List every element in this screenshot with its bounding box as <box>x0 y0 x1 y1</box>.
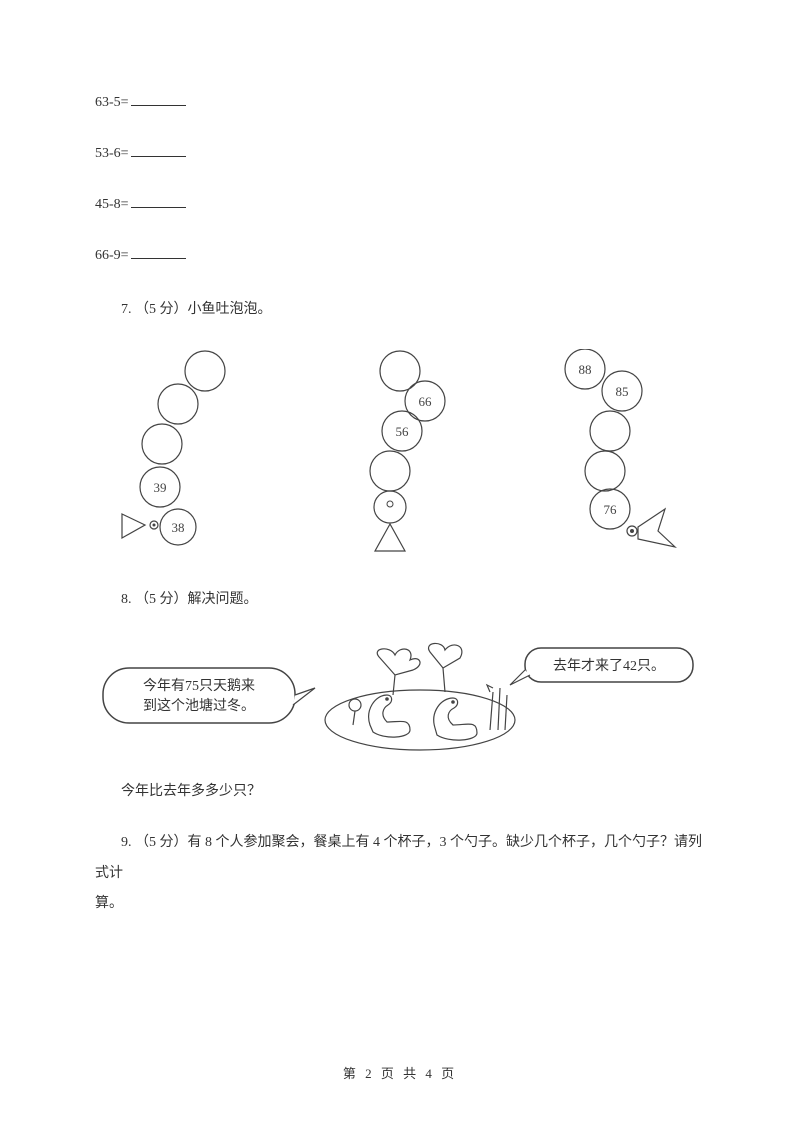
bubble-value: 66 <box>419 394 433 409</box>
bubble-value: 88 <box>579 362 592 377</box>
svg-text:去年才来了42只。: 去年才来了42只。 <box>553 658 665 674</box>
bubble-value: 56 <box>396 424 410 439</box>
page-footer: 第 2 页 共 4 页 <box>0 1063 800 1082</box>
bubble-value: 39 <box>154 480 167 495</box>
equation-line: 53-6= <box>95 146 705 162</box>
fish-bubble-row: 39 38 66 56 88 85 <box>95 349 705 559</box>
svg-text:今年有75只天鹅来: 今年有75只天鹅来 <box>143 677 255 694</box>
answer-blank[interactable] <box>131 156 186 157</box>
fish-diagram: 66 56 <box>310 349 510 559</box>
answer-blank[interactable] <box>131 207 186 208</box>
bubble-value: 38 <box>172 520 185 535</box>
equation-line: 45-8= <box>95 197 705 213</box>
question-8-prompt: 今年比去年多多少只？ <box>95 780 705 800</box>
question-9-text: 9. （5 分）有 8 个人参加聚会，餐桌上有 4 个杯子，3 个勺子。缺少几个… <box>95 835 702 881</box>
question-8-label: 8. （5 分）解决问题。 <box>95 589 705 611</box>
bubble-value: 76 <box>604 502 618 517</box>
equation-line: 63-5= <box>95 95 705 111</box>
equation-line: 66-9= <box>95 248 705 264</box>
answer-blank[interactable] <box>131 105 186 106</box>
equation-expr: 63-5= <box>95 95 129 111</box>
question-9: 9. （5 分）有 8 个人参加聚会，餐桌上有 4 个杯子，3 个勺子。缺少几个… <box>95 828 705 920</box>
answer-blank[interactable] <box>131 258 186 259</box>
equation-expr: 45-8= <box>95 197 129 213</box>
svg-text:到这个池塘过冬。: 到这个池塘过冬。 <box>143 697 255 714</box>
equation-expr: 53-6= <box>95 146 129 162</box>
bubble-value: 85 <box>616 384 629 399</box>
fish-diagram: 39 38 <box>110 349 310 559</box>
question-7-label: 7. （5 分）小鱼吐泡泡。 <box>95 299 705 321</box>
equation-expr: 66-9= <box>95 248 129 264</box>
fish-diagram: 88 85 76 <box>510 349 710 559</box>
swan-illustration: 今年有75只天鹅来 到这个池塘过冬。 去年才来了42只。 <box>95 640 705 755</box>
question-9-cont: 算。 <box>95 896 123 911</box>
